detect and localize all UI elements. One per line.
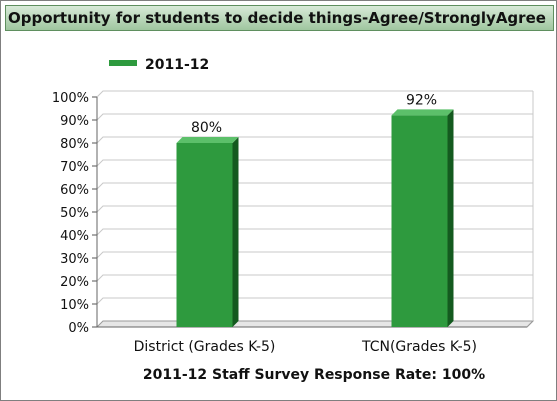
gridline bbox=[96, 228, 533, 236]
plot-floor bbox=[95, 320, 535, 328]
plot-background bbox=[97, 91, 533, 327]
y-tick-label: 100% bbox=[52, 91, 89, 106]
floor-edge bbox=[526, 320, 534, 328]
y-tick-label: 20% bbox=[60, 275, 89, 290]
legend-label: 2011-12 bbox=[145, 57, 209, 73]
bar-side bbox=[232, 137, 239, 327]
bar-side bbox=[447, 109, 454, 328]
y-tick-label: 50% bbox=[60, 206, 89, 221]
y-tick-label: 80% bbox=[60, 137, 89, 152]
gridline bbox=[96, 159, 533, 167]
gridline bbox=[96, 182, 533, 190]
bar-top bbox=[391, 109, 454, 116]
gridline bbox=[96, 251, 533, 259]
gridline bbox=[96, 90, 533, 98]
legend-swatch bbox=[109, 60, 137, 66]
y-tick-label: 90% bbox=[60, 114, 89, 129]
data-label: 92% bbox=[406, 92, 437, 108]
chart-title: Opportunity for students to decide thing… bbox=[5, 5, 554, 31]
gridline bbox=[96, 297, 533, 305]
y-tick-label: 0% bbox=[68, 321, 89, 336]
gridline bbox=[96, 274, 533, 282]
y-tick-label: 70% bbox=[60, 160, 89, 175]
y-tick-label: 10% bbox=[60, 298, 89, 313]
y-tick-label: 40% bbox=[60, 229, 89, 244]
x-axis-label: 2011-12 Staff Survey Response Rate: 100% bbox=[143, 367, 485, 383]
gridline bbox=[96, 205, 533, 213]
bar-top bbox=[176, 137, 239, 143]
gridline bbox=[96, 113, 533, 121]
y-tick-label: 30% bbox=[60, 252, 89, 267]
data-label: 80% bbox=[191, 120, 222, 136]
bar bbox=[176, 143, 233, 327]
bar bbox=[391, 115, 448, 328]
x-tick-label: TCN(Grades K-5) bbox=[361, 339, 477, 355]
x-tick-label: District (Grades K-5) bbox=[134, 339, 276, 355]
y-tick-label: 60% bbox=[60, 183, 89, 198]
gridline bbox=[96, 136, 533, 144]
